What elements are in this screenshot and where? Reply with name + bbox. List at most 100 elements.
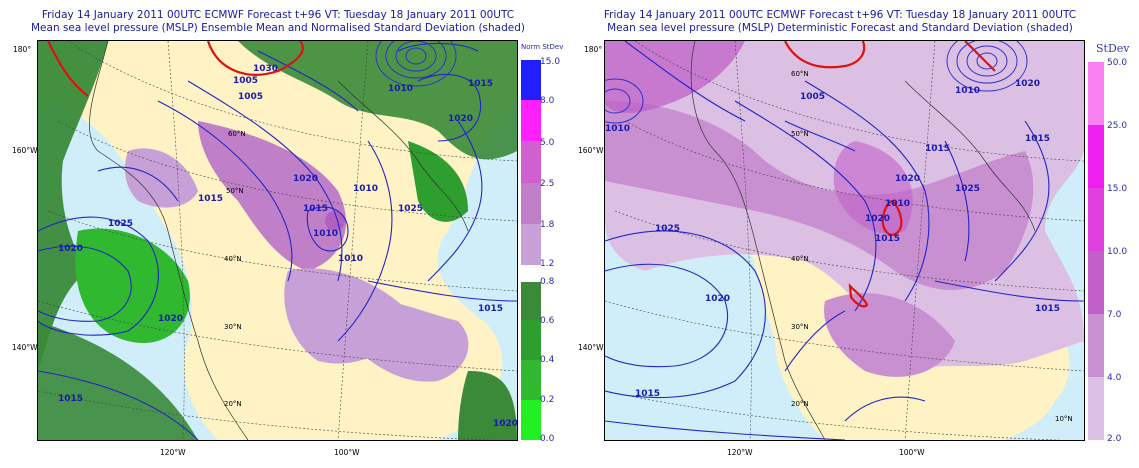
left-contour-label: 1025 (398, 204, 423, 214)
right-colorbar-swatch (1088, 125, 1104, 188)
right-colorbar-swatch (1088, 188, 1104, 251)
left-colorbar-tick: 0.2 (540, 395, 555, 405)
left-contour-label: 1015 (303, 204, 328, 214)
right-lon-label-140w: 140°W (578, 343, 604, 352)
right-lat-label: 60°N (791, 70, 809, 78)
left-colorbar-swatch (521, 141, 541, 183)
left-contour-label: 1010 (388, 84, 413, 94)
right-contour-label: 1025 (655, 224, 680, 234)
left-colorbar-tick: 15.0 (540, 57, 561, 67)
left-colorbar-tick: 0.4 (540, 355, 555, 365)
left-lat-label: 50°N (226, 187, 244, 195)
left-lat-label: 60°N (228, 130, 246, 138)
left-lon-label-120w: 120°W (160, 448, 186, 457)
left-contour-label: 1015 (468, 79, 493, 89)
left-contour-label: 1005 (233, 76, 258, 86)
right-title-line2: Mean sea level pressure (MSLP) Determini… (607, 22, 1073, 34)
right-colorbar-tick: 50.0 (1107, 58, 1128, 68)
right-colorbar-tick: 15.0 (1107, 184, 1128, 194)
right-lat-label: 20°N (791, 400, 809, 408)
left-map-svg: 1005 1005 1010 1015 1015 1015 1020 1020 … (38, 41, 517, 440)
right-colorbar-tick: 2.0 (1107, 434, 1122, 444)
right-contour-label: 1005 (800, 92, 825, 102)
left-contour-label: 1015 (198, 194, 223, 204)
right-shade-gulf (824, 293, 955, 377)
right-contour-label: 1010 (955, 86, 980, 96)
left-contour-label: 1020 (293, 174, 318, 184)
right-map-svg: 1005 1010 1010 1015 1015 1015 1020 1020 … (605, 41, 1084, 440)
left-colorbar-swatch (521, 224, 541, 265)
left-lon-label-100w: 100°W (334, 448, 360, 457)
left-colorbar-tick: 0.8 (540, 277, 555, 287)
left-green-se (458, 371, 517, 440)
right-lat-label: 40°N (791, 255, 809, 263)
right-contour-label: 1025 (955, 184, 980, 194)
left-contour-label: 1005 (238, 92, 263, 102)
left-colorbar-tick: 2.5 (540, 179, 555, 189)
right-colorbar-tick: 25.0 (1107, 121, 1128, 131)
left-colorbar-tick: 8.0 (540, 96, 555, 106)
right-contour-label: 1020 (895, 174, 920, 184)
right-contour-label: 1015 (1035, 304, 1060, 314)
right-lon-label-100w: 100°W (899, 448, 925, 457)
left-green-east (408, 141, 468, 222)
left-colorbar-swatch (521, 282, 541, 320)
left-contour-label: 1020 (58, 244, 83, 254)
left-contour-label: 1010 (313, 229, 338, 239)
left-contour-label: 1025 (108, 219, 133, 229)
right-colorbar-tick: 7.0 (1107, 310, 1122, 320)
right-title-line1: Friday 14 January 2011 00UTC ECMWF Forec… (603, 9, 1077, 21)
left-contour-label: 1020 (448, 114, 473, 124)
left-contour-label: 1020 (493, 419, 517, 429)
right-map: 1005 1010 1010 1015 1015 1015 1020 1020 … (604, 40, 1085, 441)
right-contour-label: 1015 (925, 144, 950, 154)
right-colorbar-swatch (1088, 62, 1104, 125)
right-shade-center (833, 141, 913, 234)
left-green-west (38, 41, 108, 371)
right-shade-nw (605, 41, 745, 113)
right-colorbar-swatch (1088, 251, 1104, 314)
right-lon-label-180: 180° (584, 45, 603, 54)
right-lon-label-160w: 160°W (578, 146, 604, 155)
left-colorbar-tick: 1.8 (540, 220, 555, 230)
left-colorbar-title: Norm StDev (521, 43, 564, 51)
left-purple-south (284, 268, 408, 364)
left-purple-mid (125, 148, 198, 208)
right-lon-label-120w: 120°W (727, 448, 753, 457)
right-contour-label: 1015 (875, 234, 900, 244)
left-green-pacific (75, 228, 190, 343)
left-green-ne (238, 41, 517, 160)
right-colorbar-swatch (1088, 314, 1104, 377)
left-colorbar-tick: 5.0 (540, 138, 555, 148)
left-colorbar-swatch (521, 360, 541, 400)
left-lon-label-160w: 160°W (12, 146, 38, 155)
left-contour-label: 1010 (338, 254, 363, 264)
left-title-line2: Mean sea level pressure (MSLP) Ensemble … (31, 22, 525, 34)
left-colorbar-swatch (521, 100, 541, 141)
right-contour-label: 1020 (865, 214, 890, 224)
left-contour-label: 1015 (58, 394, 83, 404)
left-colorbar-tick: 0.0 (540, 434, 555, 444)
right-colorbar-tick: 10.0 (1107, 247, 1128, 257)
right-contour-label: 1015 (1025, 134, 1050, 144)
right-contour-label: 1010 (605, 124, 630, 134)
left-title-line1: Friday 14 January 2011 00UTC ECMWF Forec… (41, 9, 515, 21)
right-colorbar-tick: 4.0 (1107, 373, 1122, 383)
left-lon-label-180: 180° (13, 45, 32, 54)
left-lat-label: 40°N (224, 255, 242, 263)
left-contour-label: 1030 (253, 64, 278, 74)
left-colorbar-tick: 0.6 (540, 316, 555, 326)
left-colorbar-tick: 1.2 (540, 259, 555, 269)
left-colorbar-swatch (521, 60, 541, 100)
left-colorbar-swatch (521, 320, 541, 360)
left-colorbar-swatch (521, 183, 541, 224)
left-contour-label: 1015 (478, 304, 503, 314)
right-lat-label: 10°N (1055, 415, 1073, 423)
right-colorbar-title: StDev (1096, 42, 1130, 55)
left-lon-label-140w: 140°W (12, 343, 38, 352)
left-lat-label: 30°N (224, 323, 242, 331)
left-contour-label: 1020 (158, 314, 183, 324)
left-colorbar-swatch (521, 400, 541, 440)
left-purple-center (198, 121, 347, 271)
left-lat-label: 20°N (224, 400, 242, 408)
